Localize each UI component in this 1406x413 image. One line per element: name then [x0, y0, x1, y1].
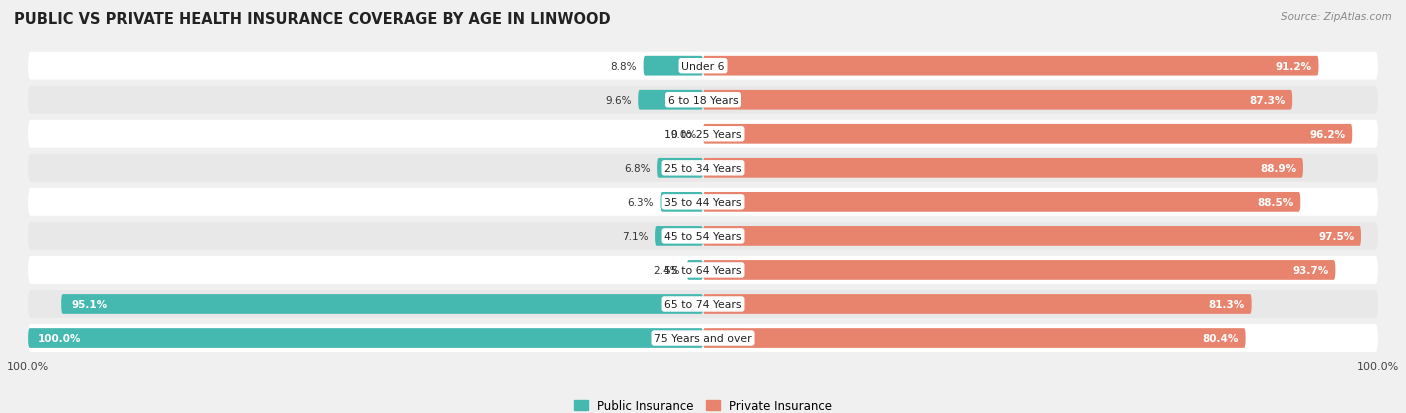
FancyBboxPatch shape — [657, 159, 703, 178]
FancyBboxPatch shape — [28, 290, 1378, 318]
FancyBboxPatch shape — [703, 328, 1246, 348]
FancyBboxPatch shape — [62, 294, 703, 314]
Text: 55 to 64 Years: 55 to 64 Years — [664, 265, 742, 275]
Text: 6 to 18 Years: 6 to 18 Years — [668, 95, 738, 105]
FancyBboxPatch shape — [703, 294, 1251, 314]
Text: 95.1%: 95.1% — [72, 299, 107, 309]
Text: 100.0%: 100.0% — [38, 333, 82, 343]
FancyBboxPatch shape — [28, 154, 1378, 182]
FancyBboxPatch shape — [703, 192, 1301, 212]
Text: 96.2%: 96.2% — [1309, 129, 1346, 140]
FancyBboxPatch shape — [28, 223, 1378, 250]
Text: 7.1%: 7.1% — [621, 231, 648, 241]
Text: 6.8%: 6.8% — [624, 164, 651, 173]
FancyBboxPatch shape — [703, 226, 1361, 246]
FancyBboxPatch shape — [661, 192, 703, 212]
Text: 91.2%: 91.2% — [1275, 62, 1312, 71]
FancyBboxPatch shape — [703, 57, 1319, 76]
Text: 88.5%: 88.5% — [1257, 197, 1294, 207]
Text: 81.3%: 81.3% — [1209, 299, 1244, 309]
FancyBboxPatch shape — [703, 261, 1336, 280]
FancyBboxPatch shape — [28, 188, 1378, 216]
Text: 88.9%: 88.9% — [1260, 164, 1296, 173]
FancyBboxPatch shape — [686, 261, 703, 280]
Text: 80.4%: 80.4% — [1202, 333, 1239, 343]
Text: 87.3%: 87.3% — [1249, 95, 1285, 105]
FancyBboxPatch shape — [28, 121, 1378, 148]
FancyBboxPatch shape — [638, 90, 703, 110]
Text: Source: ZipAtlas.com: Source: ZipAtlas.com — [1281, 12, 1392, 22]
Text: 19 to 25 Years: 19 to 25 Years — [664, 129, 742, 140]
FancyBboxPatch shape — [28, 328, 703, 348]
FancyBboxPatch shape — [703, 159, 1303, 178]
Text: PUBLIC VS PRIVATE HEALTH INSURANCE COVERAGE BY AGE IN LINWOOD: PUBLIC VS PRIVATE HEALTH INSURANCE COVER… — [14, 12, 610, 27]
FancyBboxPatch shape — [28, 324, 1378, 352]
FancyBboxPatch shape — [28, 256, 1378, 284]
FancyBboxPatch shape — [655, 226, 703, 246]
Text: 97.5%: 97.5% — [1317, 231, 1354, 241]
FancyBboxPatch shape — [644, 57, 703, 76]
Text: 2.4%: 2.4% — [654, 265, 681, 275]
FancyBboxPatch shape — [28, 52, 1378, 81]
Text: 65 to 74 Years: 65 to 74 Years — [664, 299, 742, 309]
Text: 75 Years and over: 75 Years and over — [654, 333, 752, 343]
Text: Under 6: Under 6 — [682, 62, 724, 71]
Text: 8.8%: 8.8% — [610, 62, 637, 71]
Text: 6.3%: 6.3% — [627, 197, 654, 207]
Text: 45 to 54 Years: 45 to 54 Years — [664, 231, 742, 241]
Legend: Public Insurance, Private Insurance: Public Insurance, Private Insurance — [569, 394, 837, 413]
FancyBboxPatch shape — [703, 90, 1292, 110]
Text: 25 to 34 Years: 25 to 34 Years — [664, 164, 742, 173]
FancyBboxPatch shape — [28, 87, 1378, 114]
Text: 35 to 44 Years: 35 to 44 Years — [664, 197, 742, 207]
Text: 0.0%: 0.0% — [671, 129, 696, 140]
FancyBboxPatch shape — [703, 125, 1353, 144]
Text: 93.7%: 93.7% — [1292, 265, 1329, 275]
Text: 9.6%: 9.6% — [605, 95, 631, 105]
